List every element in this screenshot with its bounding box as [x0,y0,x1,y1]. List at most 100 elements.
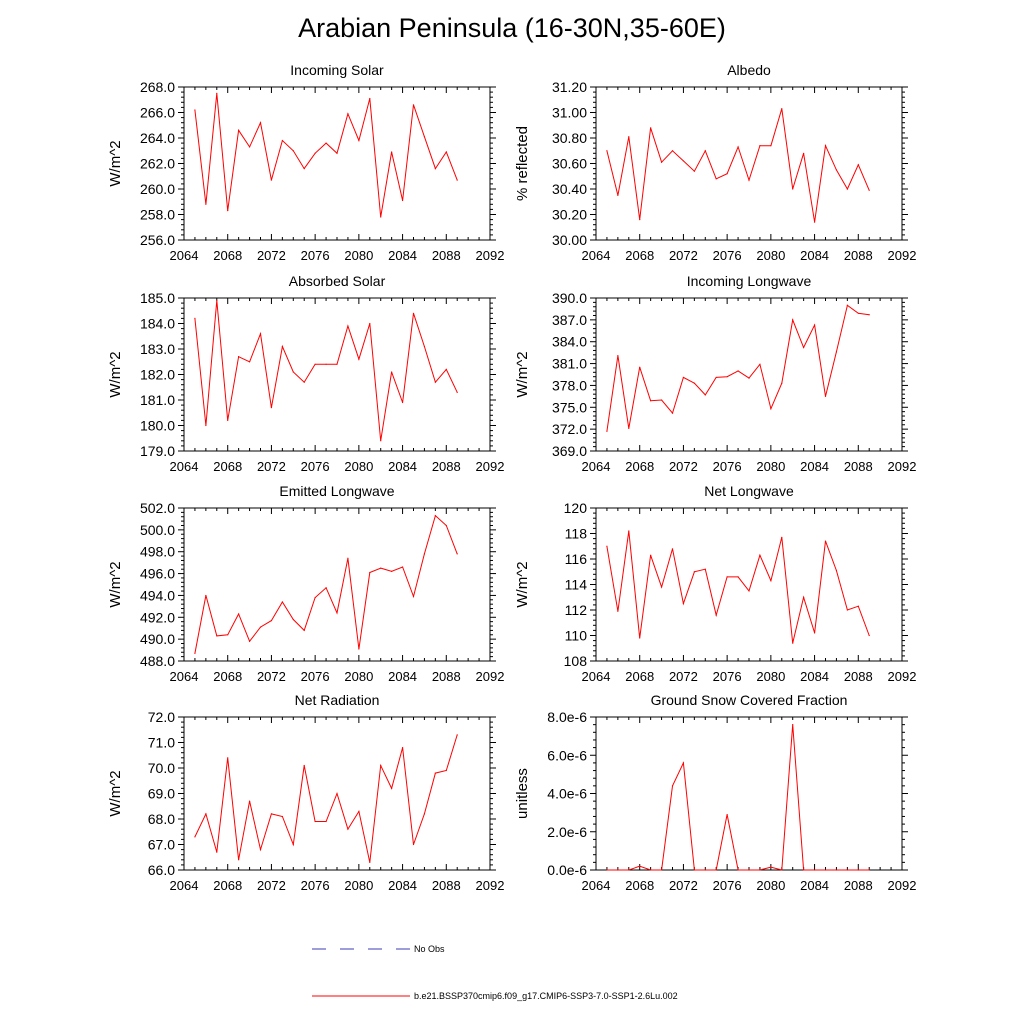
data-point [660,161,663,163]
x-tick-label: 2068 [625,248,654,263]
plot-frame [183,297,491,452]
x-tick-label: 2084 [388,248,417,263]
panel-incoming-longwave: 2064 2068 2072 2076 2080 2084 2088 2092 369.0 372… [514,273,916,474]
y-tick-label: 31.20 [552,79,587,95]
data-point [445,769,447,772]
data-point [770,866,772,868]
data-point [347,325,349,327]
data-point [759,869,761,871]
y-tick-label: 30.00 [552,232,587,248]
panel-absorbed-solar: 2064 2068 2072 2076 2080 2084 2088 2092 179.0 180… [107,273,504,474]
data-point [248,361,251,363]
series-line [194,300,458,441]
data-point [748,869,750,871]
data-point [715,376,717,379]
data-point [434,772,436,774]
data-point [325,587,327,589]
y-tick-label: 184.0 [140,316,175,332]
series-line [606,724,870,871]
x-tick-label: 2092 [476,459,505,474]
x-tick-label: 2092 [888,878,917,893]
y-axis-label: W/m^2 [107,351,124,397]
data-point [445,151,447,153]
data-point [456,179,458,181]
data-point [292,150,294,152]
x-tick-label: 2080 [756,878,785,893]
data-point [205,813,207,815]
y-tick-label: 384.0 [552,334,587,350]
data-point [606,430,608,432]
data-point [456,734,458,736]
x-tick-label: 2076 [713,248,742,263]
data-point [412,312,415,314]
series-line [194,734,458,863]
x-tick-label: 2072 [257,878,286,893]
data-point [369,861,371,863]
data-point [314,363,316,365]
y-tick-label: 68.0 [148,811,175,827]
data-point [639,637,641,639]
data-point [227,210,229,212]
x-tick-label: 2080 [344,878,373,893]
y-tick-label: 372.0 [552,421,587,437]
data-point [434,515,436,517]
x-tick-label: 2064 [170,248,199,263]
y-tick-label: 69.0 [148,786,175,802]
data-point [857,164,859,166]
x-tick-label: 2084 [800,459,829,474]
y-tick-label: 390.0 [552,290,587,306]
x-tick-label: 2068 [213,669,242,684]
data-point [726,376,728,378]
y-tick-label: 185.0 [140,290,175,306]
data-point [835,569,838,572]
data-point [824,869,827,871]
data-point [617,194,619,196]
y-tick-label: 179.0 [140,443,175,459]
y-tick-label: 67.0 [148,837,175,853]
data-point [857,605,859,607]
data-point [748,590,750,592]
data-point [412,843,415,846]
y-tick-label: 488.0 [140,653,175,669]
x-tick-label: 2088 [432,878,461,893]
data-point [770,145,772,147]
data-point [259,849,262,851]
x-tick-label: 2088 [844,248,873,263]
panel-title: Net Radiation [295,692,380,708]
data-point [835,169,838,171]
x-tick-label: 2080 [344,669,373,684]
series-line [606,530,870,644]
y-tick-label: 256.0 [140,232,175,248]
data-point [770,580,772,582]
data-point [759,554,761,556]
y-tick-label: 264.0 [140,130,175,146]
y-tick-label: 266.0 [140,105,175,121]
data-point [857,869,859,871]
data-point [639,366,641,368]
y-tick-label: 70.0 [148,760,175,776]
data-point [726,173,728,175]
data-point [671,412,674,414]
y-tick-label: 120 [564,500,588,516]
data-point [726,813,728,816]
y-tick-label: 381.0 [552,356,587,372]
data-point [846,869,848,871]
x-tick-label: 2088 [432,669,461,684]
y-tick-label: 112 [565,602,588,618]
data-point [270,407,273,409]
y-tick-label: 71.0 [148,735,175,751]
x-tick-label: 2064 [170,669,199,684]
data-point [824,395,827,397]
data-point [813,324,816,326]
data-point [205,424,207,427]
x-tick-label: 2088 [844,878,873,893]
data-point [857,312,859,314]
data-point [737,576,739,578]
data-point [380,440,382,442]
x-tick-label: 2076 [713,669,742,684]
data-point [248,640,251,642]
data-point [639,865,641,867]
data-point [336,792,338,795]
y-tick-label: 30.20 [552,207,587,223]
